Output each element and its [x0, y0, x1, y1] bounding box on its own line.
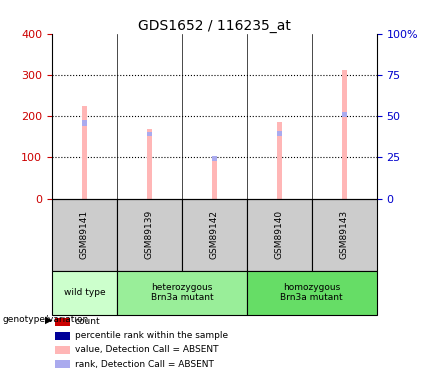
- Text: GSM89139: GSM89139: [145, 210, 154, 260]
- Text: percentile rank within the sample: percentile rank within the sample: [74, 332, 228, 340]
- Bar: [117, 199, 182, 271]
- Bar: [277, 130, 282, 136]
- Bar: [147, 132, 152, 136]
- Bar: [82, 120, 87, 126]
- Bar: [312, 199, 377, 271]
- Text: count: count: [74, 317, 100, 326]
- Text: GSM89142: GSM89142: [210, 210, 219, 259]
- Bar: [55, 360, 70, 368]
- Title: GDS1652 / 116235_at: GDS1652 / 116235_at: [138, 19, 291, 33]
- Bar: [52, 271, 117, 315]
- Bar: [182, 199, 247, 271]
- Bar: [55, 332, 70, 340]
- Text: value, Detection Call = ABSENT: value, Detection Call = ABSENT: [74, 345, 218, 354]
- Text: GSM89143: GSM89143: [340, 210, 349, 259]
- Bar: [212, 156, 217, 161]
- Text: ▶: ▶: [45, 315, 52, 324]
- Bar: [342, 112, 347, 117]
- Text: GSM89140: GSM89140: [275, 210, 284, 259]
- Bar: [247, 199, 312, 271]
- Bar: [147, 129, 152, 199]
- Bar: [55, 346, 70, 354]
- Text: rank, Detection Call = ABSENT: rank, Detection Call = ABSENT: [74, 360, 213, 369]
- Bar: [82, 106, 87, 199]
- Text: wild type: wild type: [64, 288, 105, 297]
- Bar: [212, 161, 217, 199]
- Text: GSM89141: GSM89141: [80, 210, 89, 259]
- Bar: [117, 271, 247, 315]
- Bar: [52, 199, 117, 271]
- Text: homozygous
Brn3a mutant: homozygous Brn3a mutant: [281, 283, 343, 302]
- Bar: [247, 271, 377, 315]
- Bar: [342, 70, 347, 199]
- Bar: [55, 318, 70, 326]
- Bar: [277, 122, 282, 199]
- Text: heterozygous
Brn3a mutant: heterozygous Brn3a mutant: [151, 283, 213, 302]
- Text: genotype/variation: genotype/variation: [2, 315, 88, 324]
